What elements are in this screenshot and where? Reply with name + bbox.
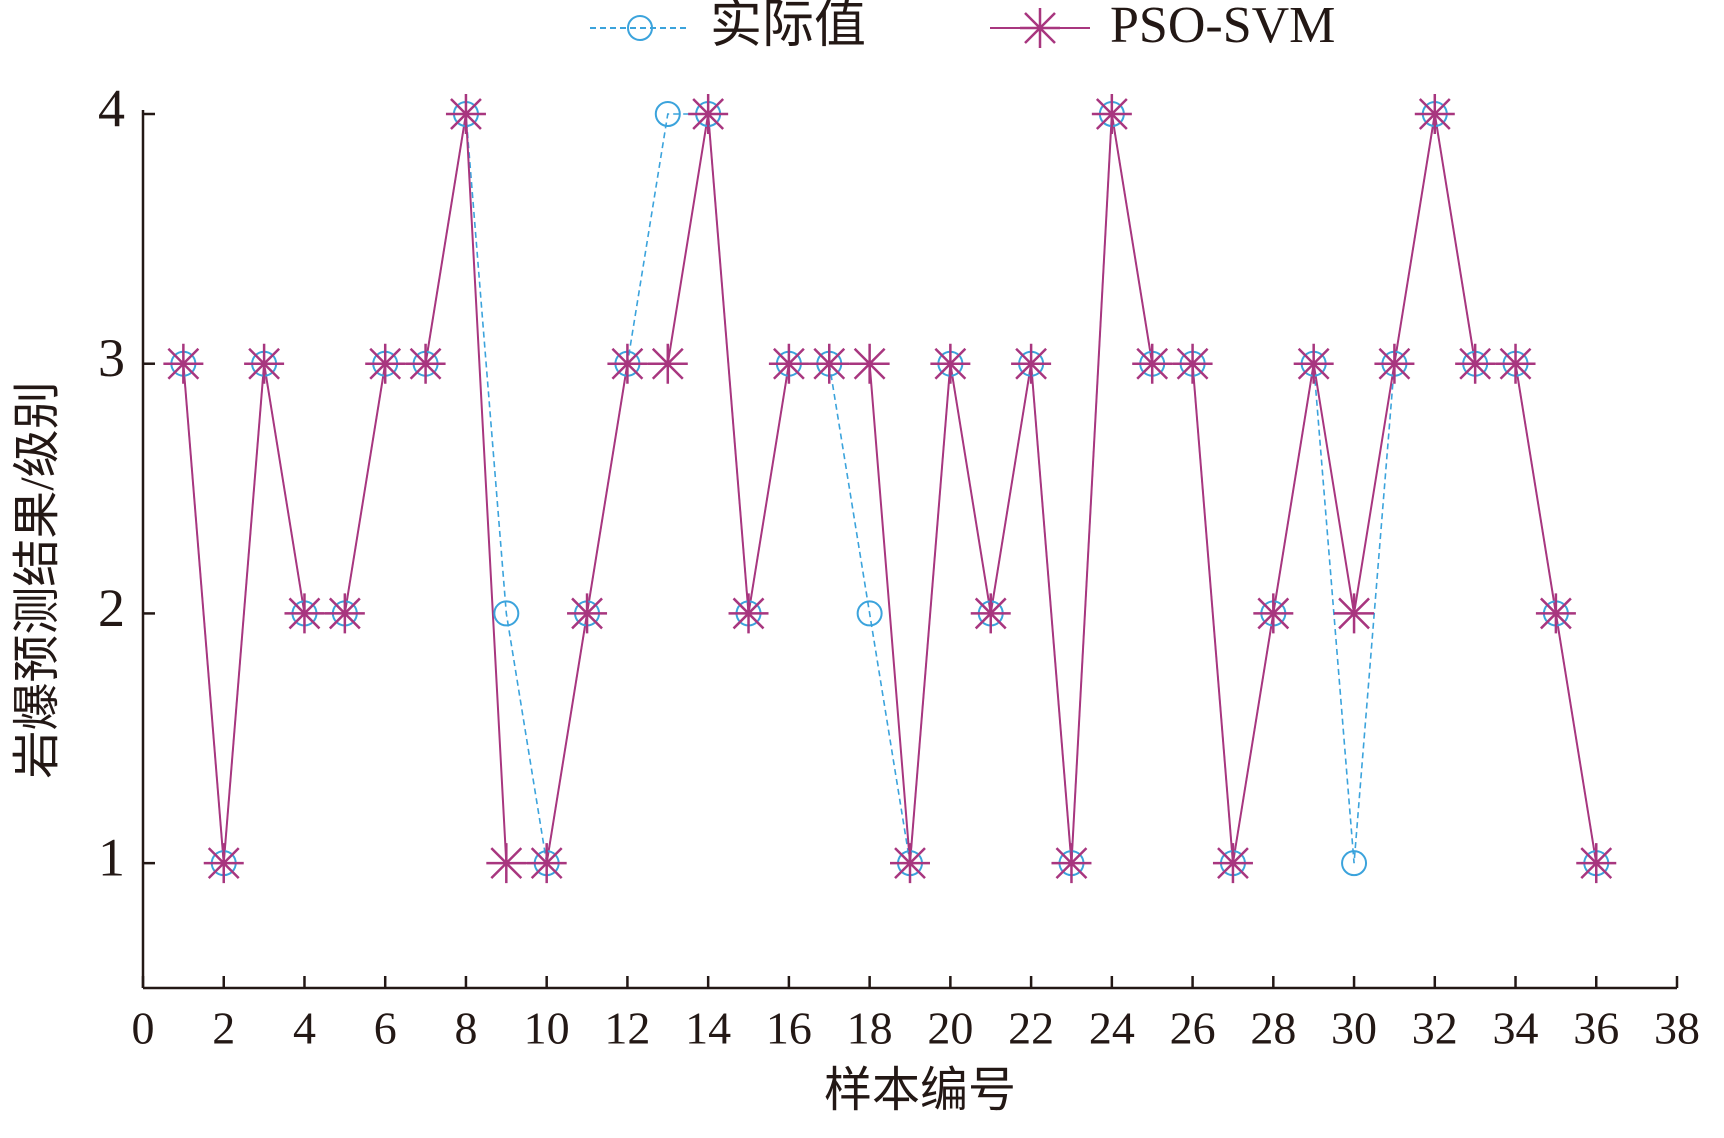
- x-tick-label: 2: [212, 1003, 235, 1054]
- x-tick-label: 22: [1008, 1003, 1054, 1054]
- x-tick-label: 28: [1250, 1003, 1296, 1054]
- point: [1091, 94, 1132, 134]
- point: [1212, 843, 1253, 884]
- point: [970, 593, 1011, 634]
- y-tick-label: 4: [98, 78, 125, 138]
- x-tick-label: 0: [132, 1003, 155, 1054]
- point: [1374, 343, 1415, 384]
- point: [768, 343, 809, 384]
- y-tick-label: 1: [98, 828, 125, 888]
- point: [856, 600, 883, 627]
- x-tick-label: 16: [766, 1003, 812, 1054]
- point: [1576, 843, 1617, 884]
- x-tick-label: 18: [847, 1003, 893, 1054]
- point: [365, 343, 406, 384]
- point: [930, 343, 971, 384]
- x-tick-label: 34: [1493, 1003, 1539, 1054]
- point: [567, 593, 608, 634]
- x-tick-label: 12: [604, 1003, 650, 1054]
- point: [1011, 343, 1052, 384]
- point: [728, 593, 769, 634]
- point: [405, 343, 446, 384]
- point: [1341, 850, 1368, 877]
- point: [647, 343, 688, 384]
- point: [445, 94, 486, 134]
- point: [849, 343, 890, 384]
- x-axis-label: 样本编号: [824, 1064, 1016, 1117]
- point: [163, 343, 204, 384]
- series-line: [182, 113, 1598, 864]
- x-tick-label: 6: [374, 1003, 397, 1054]
- point: [203, 843, 244, 884]
- x-tick-label: 14: [685, 1003, 731, 1054]
- point: [1414, 94, 1455, 134]
- point: [1253, 593, 1294, 634]
- point: [1172, 343, 1213, 384]
- point: [1535, 593, 1576, 634]
- legend-label: 实际值: [710, 0, 866, 54]
- point: [244, 343, 285, 384]
- point: [324, 593, 365, 634]
- point: [1051, 843, 1092, 884]
- point: [284, 593, 325, 634]
- y-tick-label: 3: [98, 328, 125, 388]
- point: [654, 101, 681, 127]
- y-axis-label: 岩爆预测结果/级别: [11, 381, 64, 778]
- point: [607, 343, 648, 384]
- point: [809, 343, 850, 384]
- point: [526, 843, 567, 884]
- y-tick-label: 2: [98, 578, 125, 638]
- point: [1334, 593, 1375, 634]
- x-tick-label: 4: [293, 1003, 316, 1054]
- point: [1455, 343, 1496, 384]
- x-tick-label: 32: [1412, 1003, 1458, 1054]
- point: [1495, 343, 1536, 384]
- x-tick-label: 38: [1654, 1003, 1700, 1054]
- x-tick-label: 30: [1331, 1003, 1377, 1054]
- x-tick-label: 20: [927, 1003, 973, 1054]
- x-tick-label: 26: [1170, 1003, 1216, 1054]
- legend-marker: [1020, 8, 1060, 48]
- legend-marker: [627, 15, 653, 41]
- point: [1132, 343, 1173, 384]
- point: [493, 600, 520, 627]
- point: [890, 843, 930, 884]
- point: [486, 843, 527, 884]
- x-tick-label: 10: [524, 1003, 570, 1054]
- x-tick-label: 36: [1573, 1003, 1619, 1054]
- x-tick-label: 24: [1089, 1003, 1135, 1054]
- legend-label: PSO-SVM: [1110, 0, 1335, 54]
- x-tick-label: 8: [454, 1003, 477, 1054]
- point: [688, 94, 729, 134]
- point: [1293, 343, 1334, 384]
